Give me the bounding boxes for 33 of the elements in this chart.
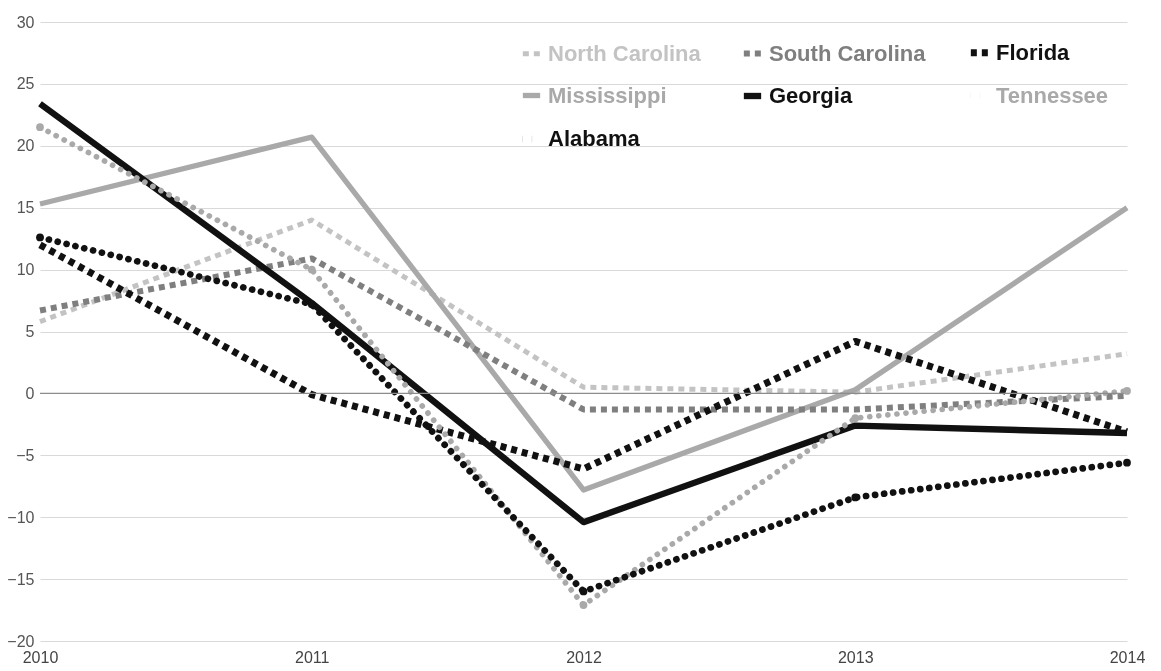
legend-label: Mississippi: [548, 82, 667, 108]
legend-label: Alabama: [548, 126, 641, 151]
point: [851, 493, 860, 502]
legend-label: Tennessee: [996, 82, 1109, 108]
x-tick-label: 2013: [837, 648, 874, 666]
y-tick-label: 0: [25, 384, 35, 402]
x-tick-label: 2011: [295, 648, 330, 666]
point: [1123, 387, 1131, 395]
x-tick-label: 2010: [22, 648, 59, 666]
x-tick-label: 2014: [1109, 648, 1146, 666]
point: [36, 233, 44, 242]
y-tick-label: −15: [7, 570, 35, 588]
legend-label: Florida: [996, 39, 1071, 65]
y-tick-label: 20: [16, 137, 35, 155]
y-tick-label: −5: [16, 446, 35, 464]
legend-label: Georgia: [769, 83, 853, 108]
legend-label: North Carolina: [548, 40, 702, 66]
y-tick-label: 30: [16, 13, 35, 31]
y-tick-label: 10: [16, 261, 35, 279]
y-tick-label: 5: [25, 323, 35, 340]
y-tick-label: −10: [7, 508, 35, 526]
legend-label: South Carolina: [769, 40, 927, 66]
point: [36, 123, 44, 132]
y-tick-label: −20: [7, 632, 35, 650]
point: [579, 601, 588, 609]
point: [579, 587, 588, 596]
point: [307, 265, 316, 274]
point: [851, 414, 860, 423]
point: [307, 300, 316, 309]
y-tick-label: 15: [16, 199, 35, 217]
y-tick-label: 25: [16, 75, 35, 93]
x-tick-label: 2012: [566, 648, 602, 666]
point: [1123, 458, 1131, 467]
